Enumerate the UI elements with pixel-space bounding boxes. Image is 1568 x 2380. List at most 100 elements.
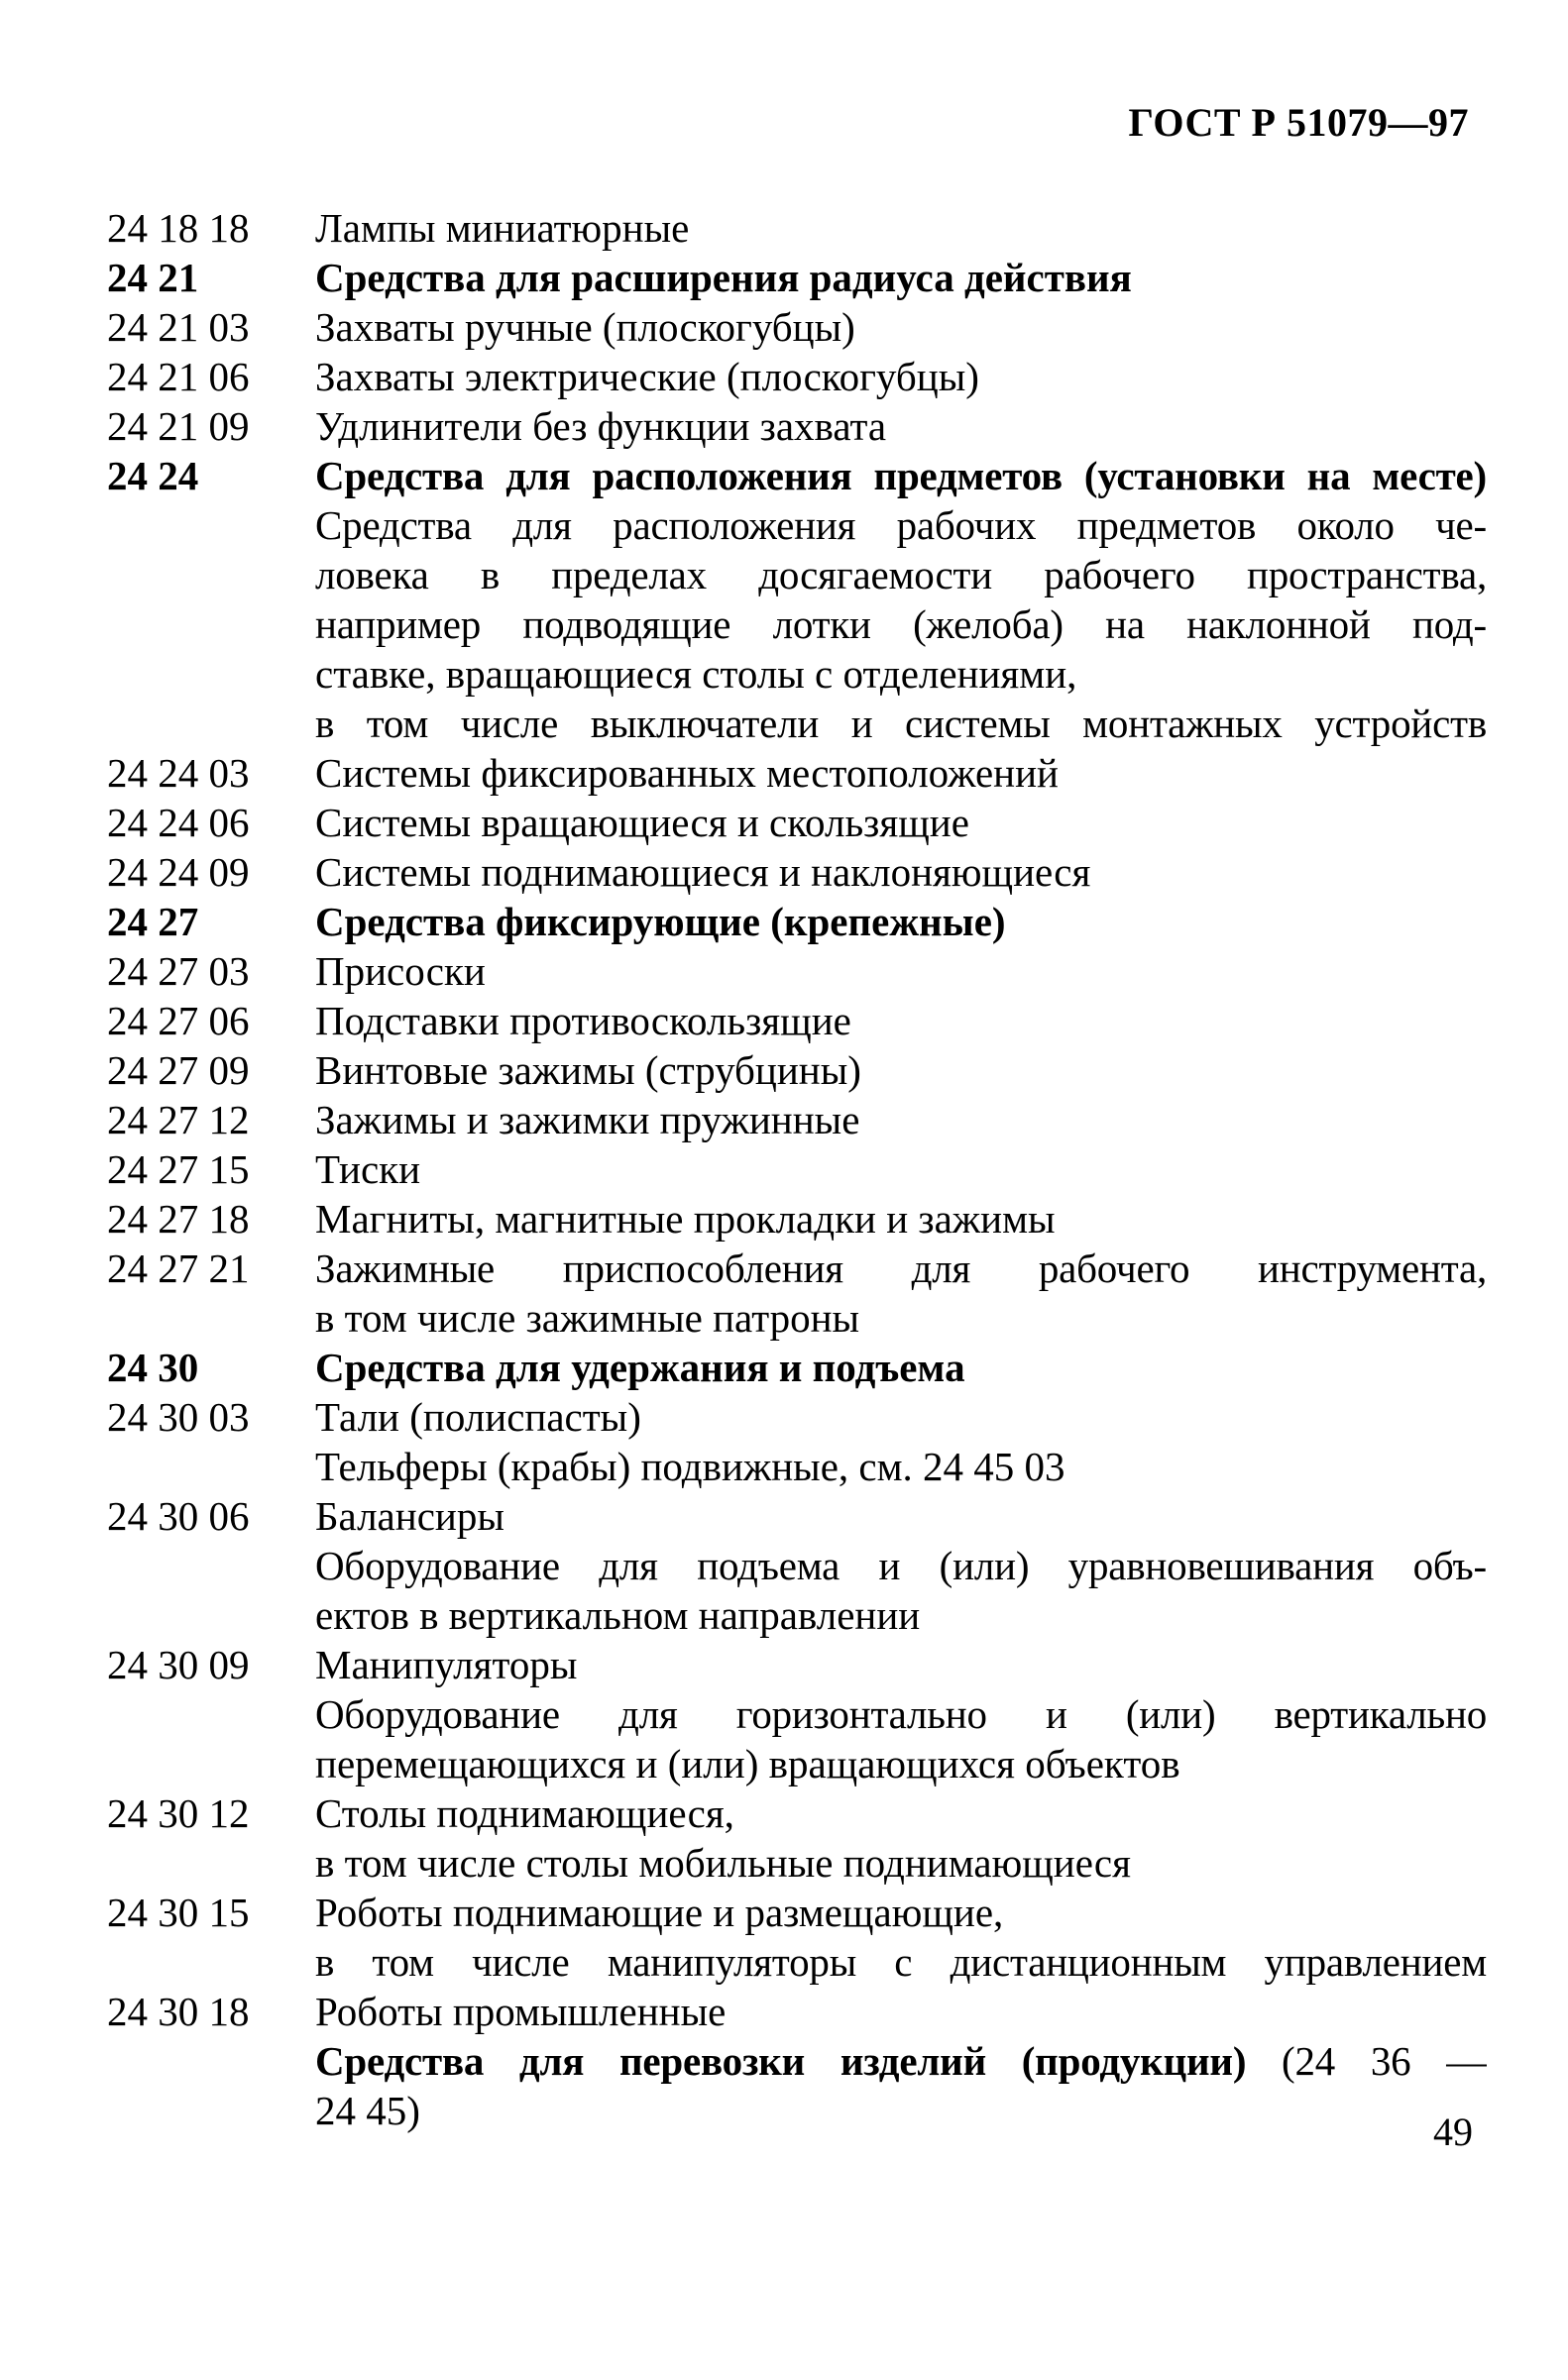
classification-list: 24 18 18 Лампы миниатюрные 24 21 Средства д… [107,203,1487,2135]
item-code: 24 21 09 [107,403,250,449]
item-text: Винтовые зажимы (струбцины) [315,1047,861,1093]
list-row: в том числе выключатели и системы монтаж… [107,699,1487,748]
item-code: 24 24 [107,453,199,498]
list-row: ектов в вертикальном направлении [107,1590,1487,1640]
item-text: перемещающихся и (или) вращающихся объек… [315,1741,1180,1786]
item-code [107,1689,315,1739]
item-text: Средства фиксирующие (крепежные) [315,899,1006,944]
item-code: 24 27 [107,899,199,944]
item-code [107,649,315,699]
list-row: 24 27 12 Зажимы и зажимки пружинные [107,1095,1487,1144]
item-code [107,1739,315,1788]
list-row: 24 27 09 Винтовые зажимы (струбцины) [107,1045,1487,1095]
item-text: Зажимы и зажимки пружинные [315,1097,860,1142]
item-code: 24 27 12 [107,1097,250,1142]
item-text: Роботы поднимающие и размещающие, [315,1890,1004,1935]
list-row: Оборудование для подъема и (или) уравнов… [107,1541,1487,1590]
list-row: 24 24 06 Системы вращающиеся и скользящие [107,798,1487,847]
list-row: 24 21 06 Захваты электрические (плоскогуб… [107,352,1487,401]
list-row: 24 30 06 Балансиры [107,1491,1487,1541]
item-text: Средства для перевозки изделий (продукци… [315,2036,1487,2086]
list-row: ловека в пределах досягаемости рабочего … [107,550,1487,599]
item-text-bold-segment: Средства для перевозки изделий (продукци… [315,2038,1247,2084]
item-text: ловека в пределах досягаемости рабочего … [315,552,1487,597]
item-text: Магниты, магнитные прокладки и зажимы [315,1196,1056,1242]
list-row: например подводящие лотки (желоба) на на… [107,599,1487,649]
list-row: 24 45) [107,2086,1487,2135]
list-row: Оборудование для горизонтально и (или) в… [107,1689,1487,1739]
list-row: 24 18 18 Лампы миниатюрные [107,203,1487,253]
standard-number-header: ГОСТ Р 51079—97 [1128,100,1469,145]
item-text: 24 45) [315,2088,420,2133]
item-text: Средства для расширения радиуса действия [315,255,1132,300]
item-text: Средства для удержания и подъема [315,1345,965,1390]
section-heading-row: 24 30 Средства для удержания и подъема [107,1343,1487,1392]
item-text: Оборудование для горизонтально и (или) в… [315,1691,1487,1737]
item-code: 24 21 [107,255,199,300]
item-text: в том числе манипуляторы с дистанционным… [315,1939,1487,1985]
item-code: 24 27 06 [107,998,250,1043]
list-row: 24 30 09 Манипуляторы [107,1640,1487,1689]
item-text: Тали (полиспасты) [315,1394,641,1440]
page-number: 49 [1433,2110,1473,2154]
list-row: ставке, вращающиеся столы с отделениями, [107,649,1487,699]
item-code: 24 30 03 [107,1394,250,1440]
list-row: 24 27 03 Присоски [107,946,1487,996]
item-code [107,2086,315,2135]
item-code: 24 24 09 [107,849,250,895]
item-text: ставке, вращающиеся столы с отделениями, [315,651,1077,697]
item-text: Удлинители без функции захвата [315,403,887,449]
item-text: Подставки противоскользящие [315,998,851,1043]
item-code [107,2036,315,2086]
list-row: в том числе манипуляторы с дистанционным… [107,1937,1487,1987]
item-code [107,1590,315,1640]
list-row: 24 30 18 Роботы промышленные [107,1987,1487,2036]
item-code [107,1293,315,1343]
item-code [107,500,315,550]
item-code [107,1838,315,1888]
item-text: Манипуляторы [315,1642,578,1687]
item-text: ектов в вертикальном направлении [315,1592,921,1638]
item-text: Оборудование для подъема и (или) уравнов… [315,1543,1487,1588]
section-heading-row: 24 21 Средства для расширения радиуса дей… [107,253,1487,302]
list-row: в том числе зажимные патроны [107,1293,1487,1343]
item-code [107,550,315,599]
item-code: 24 27 21 [107,1245,250,1291]
list-row: 24 24 03 Системы фиксированных местополож… [107,748,1487,798]
item-text: Средства для расположения рабочих предме… [315,502,1487,548]
item-code: 24 30 [107,1345,199,1390]
item-code: 24 30 18 [107,1989,250,2034]
item-code: 24 27 03 [107,948,250,994]
item-text: Системы поднимающиеся и наклоняющиеся [315,849,1091,895]
item-text: Средства для расположения предметов (уст… [315,453,1487,498]
item-text: Присоски [315,948,486,994]
list-row: 24 30 12 Столы поднимающиеся, [107,1788,1487,1838]
item-text: Тельферы (крабы) подвижные, см. 24 45 03 [315,1444,1065,1489]
section-heading-row: 24 24 Средства для расположения предметов… [107,451,1487,500]
list-row: 24 27 21 Зажимные приспособления для рабо… [107,1244,1487,1293]
item-code [107,699,315,748]
item-text: Зажимные приспособления для рабочего инс… [315,1245,1487,1291]
section-heading-row: 24 27 Средства фиксирующие (крепежные) [107,897,1487,946]
list-row: 24 21 09 Удлинители без функции захвата [107,401,1487,451]
item-text: Системы вращающиеся и скользящие [315,800,969,845]
list-row: перемещающихся и (или) вращающихся объек… [107,1739,1487,1788]
item-code: 24 30 15 [107,1890,250,1935]
item-code: 24 27 09 [107,1047,250,1093]
list-row: 24 30 03 Тали (полиспасты) [107,1392,1487,1442]
item-code: 24 24 06 [107,800,250,845]
item-text-regular-segment: (24 36 — [1246,2038,1487,2084]
item-code: 24 18 18 [107,205,250,251]
item-code: 24 21 03 [107,304,250,350]
item-text: Столы поднимающиеся, [315,1790,734,1836]
item-code [107,1937,315,1987]
list-row: 24 27 18 Магниты, магнитные прокладки и з… [107,1194,1487,1244]
item-code: 24 27 18 [107,1196,250,1242]
item-text: Роботы промышленные [315,1989,727,2034]
item-code: 24 30 06 [107,1493,250,1539]
list-row: 24 24 09 Системы поднимающиеся и наклоняю… [107,847,1487,897]
item-code: 24 27 15 [107,1146,250,1192]
item-code: 24 30 12 [107,1790,250,1836]
item-code [107,599,315,649]
